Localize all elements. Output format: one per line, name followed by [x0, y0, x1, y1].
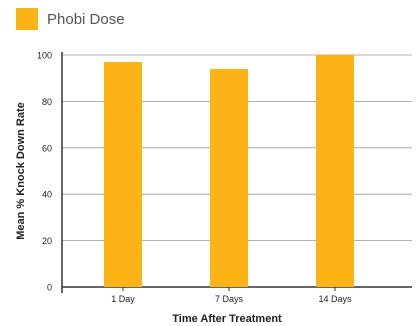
y-tick-label: 20 [42, 236, 52, 246]
legend: Phobi Dose [16, 8, 125, 30]
y-tick-label: 0 [47, 283, 52, 293]
x-tick-label: 1 Day [111, 294, 135, 304]
bar [104, 61, 142, 288]
x-tick-label: 14 Days [318, 294, 352, 304]
x-axis-title: Time After Treatment [172, 313, 282, 325]
y-tick-label: 40 [42, 190, 52, 200]
legend-label: Phobi Dose [47, 10, 125, 28]
y-tick-label: 60 [42, 143, 52, 153]
bar [316, 55, 354, 287]
bar [210, 68, 248, 287]
y-axis-title: Mean % Knock Down Rate [15, 102, 27, 240]
x-tick-label: 7 Days [215, 294, 244, 304]
y-tick-label: 100 [37, 51, 52, 61]
y-tick-label: 80 [42, 97, 52, 107]
legend-swatch [16, 8, 38, 30]
